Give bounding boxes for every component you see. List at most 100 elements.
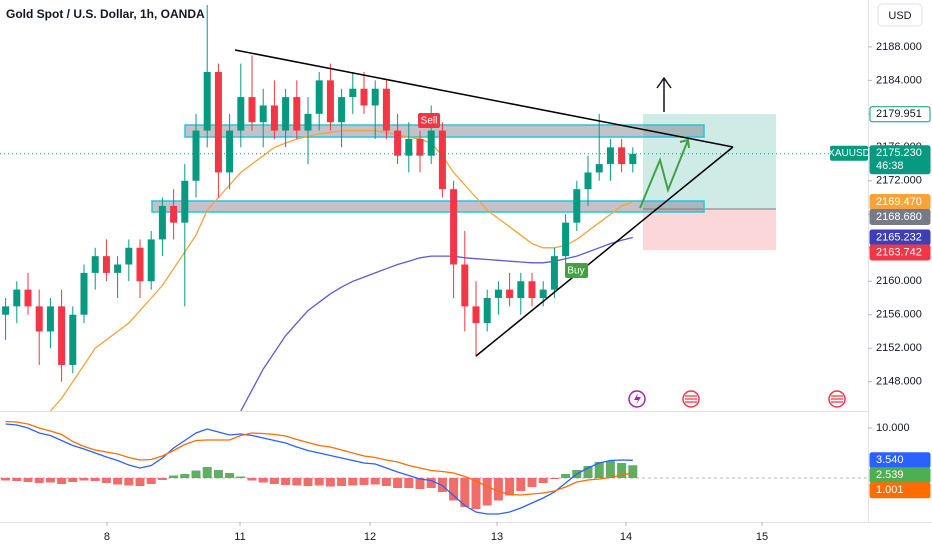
target-zone <box>643 114 776 209</box>
histogram-bar <box>113 478 123 485</box>
x-tick-label: 15 <box>756 531 768 543</box>
currency-button[interactable] <box>877 3 923 27</box>
candle-body <box>539 289 547 298</box>
histogram-bar <box>45 478 55 483</box>
histogram-bar <box>516 478 526 491</box>
candle-body <box>438 130 446 190</box>
price-badge <box>869 482 931 499</box>
x-tick-label: 12 <box>364 531 376 543</box>
indicator-line <box>5 420 633 496</box>
histogram-bar <box>281 478 291 485</box>
candle-body <box>550 256 558 290</box>
candle-body <box>24 289 32 307</box>
price-badge <box>869 208 931 225</box>
candle-body <box>248 97 256 123</box>
candle-body <box>192 130 200 181</box>
candle-body <box>494 289 502 298</box>
candle-body <box>46 306 54 332</box>
candle-body <box>58 306 66 365</box>
histogram-bar <box>1 478 11 481</box>
histogram-bar <box>146 478 156 484</box>
histogram-bar <box>561 474 571 478</box>
trendline-upper <box>234 49 734 148</box>
candle-body <box>114 264 122 273</box>
up-arrow <box>656 76 672 112</box>
histogram-bar <box>303 478 313 486</box>
y-tick-label: 2184.000 <box>876 74 922 86</box>
histogram-bar <box>292 478 302 486</box>
price-badge <box>869 145 931 175</box>
histogram-bar <box>157 478 167 480</box>
histogram-bar <box>269 478 279 484</box>
price-badge <box>869 244 931 261</box>
price-badge-label: 2165.232 <box>876 231 922 243</box>
price-badge-label: 2179.951 <box>876 108 922 120</box>
price-badge-label: 3.540 <box>876 454 904 466</box>
candle-body <box>472 306 480 324</box>
candle-body <box>214 71 222 173</box>
candle-body <box>203 71 211 131</box>
candle-body <box>259 105 267 123</box>
overlay: Sell Buy <box>234 49 846 408</box>
candle-body <box>326 80 334 123</box>
histogram-bar <box>415 478 425 489</box>
candle-body <box>562 222 570 257</box>
candle-body <box>506 289 514 298</box>
price-badge-label: 2.539 <box>876 469 904 481</box>
histogram-bar <box>169 475 179 478</box>
candle-body <box>461 264 469 307</box>
flag-stripes <box>831 395 843 403</box>
histogram-bar <box>90 478 100 481</box>
histogram-bar <box>471 478 481 509</box>
buy-label-bg <box>565 263 588 278</box>
y-tick-label: 2160.000 <box>876 275 922 287</box>
candle-body <box>136 247 144 282</box>
x-tick-label: 13 <box>491 531 503 543</box>
histogram-bar <box>34 478 44 483</box>
candle-body <box>147 239 155 282</box>
candle-body <box>618 147 626 165</box>
plot-area <box>0 5 868 515</box>
histogram-bar <box>258 478 268 483</box>
candle-body <box>125 247 133 265</box>
histogram-bar <box>628 465 638 478</box>
histogram-bar <box>68 478 78 482</box>
x-tick-label: 14 <box>620 531 632 543</box>
candle-body <box>450 189 458 265</box>
histogram-bar <box>404 478 414 488</box>
candle-body <box>528 281 536 298</box>
support-zone <box>151 200 705 213</box>
candle-body <box>405 138 413 156</box>
candle-body <box>338 97 346 123</box>
candle-body <box>315 80 323 114</box>
candle-body <box>237 97 245 131</box>
candle-body <box>416 138 424 156</box>
histogram-bar <box>79 478 89 481</box>
histogram-bar <box>12 478 22 481</box>
histogram-bar <box>617 463 627 478</box>
histogram-bar <box>538 478 548 483</box>
histogram-bar <box>381 478 391 486</box>
histogram-bar <box>314 478 324 486</box>
candle-body <box>595 164 603 173</box>
histogram-bar <box>202 467 212 478</box>
histogram-bar <box>583 466 593 478</box>
histogram-bar <box>101 478 111 483</box>
candle-body <box>270 105 278 131</box>
histogram-bar <box>460 478 470 507</box>
candle-body <box>102 256 110 273</box>
histogram-bar <box>348 478 358 486</box>
candle-body <box>349 88 357 98</box>
candle-body <box>35 306 43 332</box>
candle-body <box>427 130 435 156</box>
candle-body <box>573 189 581 223</box>
histogram-bar <box>527 478 537 487</box>
histogram-bar <box>426 478 436 488</box>
flag-stripes <box>685 395 697 403</box>
candle-body <box>2 306 10 315</box>
candle-body <box>13 289 21 307</box>
candle-body <box>483 297 491 324</box>
candle-body <box>584 172 592 190</box>
chart-title: Gold Spot / U.S. Dollar, 1h, OANDA <box>6 7 205 21</box>
